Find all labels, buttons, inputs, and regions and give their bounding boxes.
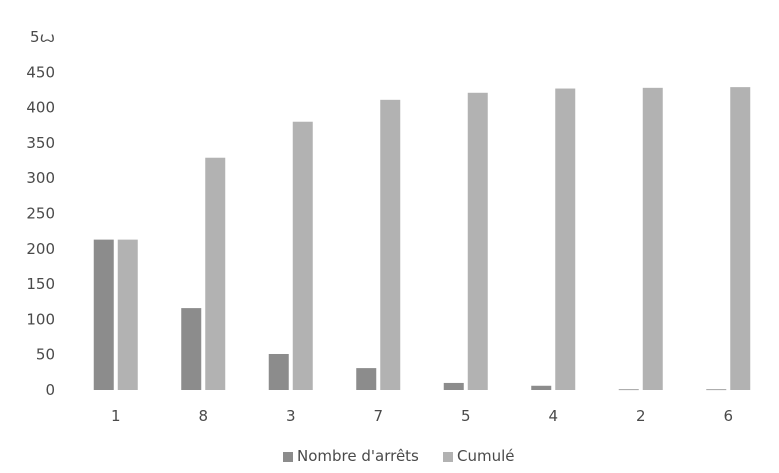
- bar-nombre-arrets-5: [443, 382, 464, 390]
- y-tick-label: 100: [26, 310, 55, 328]
- bar-cumule-2: [642, 87, 663, 390]
- y-tick-label: 450: [26, 63, 55, 81]
- x-tick-label: 5: [461, 407, 471, 425]
- bar-cumule-6: [730, 87, 751, 390]
- bar-nombre-arrets-3: [268, 353, 289, 390]
- y-tick-label: 250: [26, 205, 55, 223]
- x-tick-label: 2: [636, 407, 646, 425]
- y-axis: 0 50 100 150 200 250 300 350 400 450 5ꙍ: [26, 28, 55, 399]
- y-tick-label: 5ꙍ: [30, 28, 55, 46]
- y-tick-label: 400: [26, 99, 55, 117]
- bar-cumule-1: [117, 239, 138, 390]
- x-tick-label: 7: [373, 407, 383, 425]
- bar-nombre-arrets-7: [356, 368, 377, 390]
- bar-nombre-arrets-2: [618, 389, 639, 391]
- legend-label-cumule: Cumulé: [457, 447, 515, 465]
- bar-cumule-7: [380, 99, 401, 391]
- y-tick-label: 300: [26, 169, 55, 187]
- x-tick-label: 1: [111, 407, 121, 425]
- y-tick-label: 200: [26, 240, 55, 258]
- bar-cumule-4: [555, 88, 576, 391]
- x-tick-label: 8: [198, 407, 208, 425]
- bar-cumule-8: [205, 157, 226, 390]
- y-tick-label: 350: [26, 134, 55, 152]
- bar-nombre-arrets-8: [181, 308, 202, 390]
- x-tick-label: 6: [723, 407, 733, 425]
- y-tick-label: 50: [36, 346, 55, 364]
- legend-label-nombre-arrets: Nombre d'arrêts: [297, 447, 419, 465]
- x-tick-label: 4: [548, 407, 558, 425]
- legend: Nombre d'arrêts Cumulé: [283, 447, 515, 465]
- y-tick-label: 0: [45, 381, 55, 399]
- bar-nombre-arrets-1: [93, 239, 114, 390]
- x-tick-label: 3: [286, 407, 296, 425]
- y-tick-label: 150: [26, 275, 55, 293]
- legend-swatch-cumule: [443, 452, 453, 462]
- legend-swatch-nombre-arrets: [283, 452, 293, 462]
- bar-nombre-arrets-4: [531, 385, 552, 390]
- bar-cumule-5: [467, 92, 488, 391]
- x-axis: 1 8 3 7 5 4 2 6: [111, 407, 733, 425]
- bars: [93, 87, 751, 391]
- bar-nombre-arrets-6: [706, 389, 727, 391]
- bar-cumule-3: [292, 121, 313, 390]
